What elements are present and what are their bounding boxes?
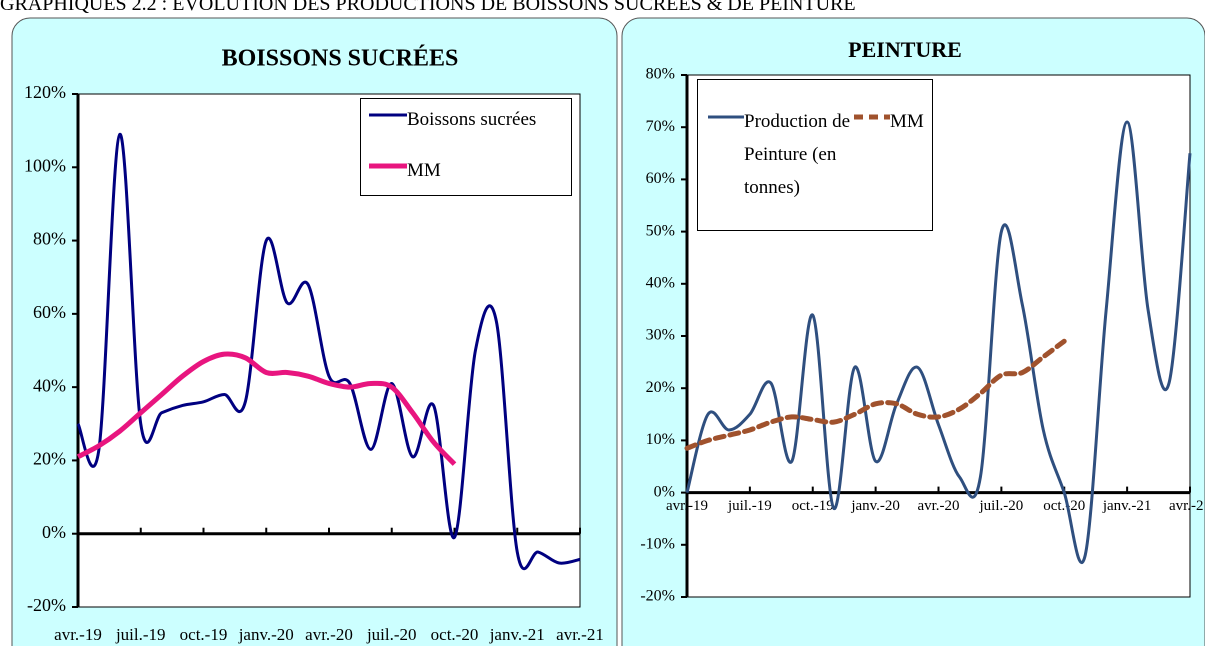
legend-item: Production de Peinture (en tonnes) (708, 105, 854, 230)
legend: Production de Peinture (en tonnes) MM (697, 79, 933, 231)
y-tick-label: -20% (27, 595, 66, 615)
chart-title: PEINTURE (848, 37, 962, 62)
y-tick-label: 20% (33, 449, 66, 469)
x-tick-label: avr.-21 (1169, 498, 1205, 514)
x-tick-label: juil.-19 (727, 498, 772, 514)
legend-swatch (854, 114, 890, 120)
y-tick-label: 60% (33, 302, 66, 322)
y-tick-label: 70% (646, 118, 675, 135)
x-tick-label: janv.-21 (1102, 498, 1152, 514)
series-line (76, 351, 457, 466)
y-tick-label: 20% (646, 379, 675, 396)
y-tick-label: 10% (646, 431, 675, 448)
legend-label: Production de Peinture (en tonnes) (744, 111, 851, 198)
legend-item: MM (854, 105, 924, 230)
x-tick-label: oct.-19 (180, 625, 228, 644)
x-tick-label: oct.-20 (431, 625, 479, 644)
y-tick-label: -20% (640, 588, 675, 605)
y-tick-label: 40% (646, 274, 675, 291)
x-tick-label: juil.-19 (115, 625, 166, 644)
y-tick-label: 50% (646, 222, 675, 239)
legend-swatch (369, 163, 407, 169)
legend: Boissons sucrées MM (360, 98, 572, 196)
y-tick-label: 100% (24, 155, 66, 175)
x-tick-label: avr.-20 (917, 498, 959, 514)
legend-label: Boissons sucrées (407, 109, 537, 130)
legend-swatch (369, 113, 407, 117)
x-tick-label: janv.-20 (850, 498, 900, 514)
chart-title: BOISSONS SUCRÉES (222, 46, 459, 72)
series-line (685, 120, 1192, 565)
y-tick-label: 120% (24, 82, 66, 102)
series-line (76, 132, 581, 571)
y-tick-label: 40% (33, 375, 66, 395)
x-tick-label: janv.-20 (238, 625, 294, 644)
x-tick-label: avr.-19 (54, 625, 102, 644)
y-tick-label: 80% (33, 229, 66, 249)
x-tick-label: avr.-20 (305, 625, 353, 644)
y-tick-label: 60% (646, 170, 675, 187)
legend-label: MM (890, 111, 924, 132)
legend-label: MM (407, 160, 441, 181)
legend-item: Boissons sucrées (369, 103, 571, 136)
x-tick-label: juil.-20 (366, 625, 417, 644)
y-tick-label: 0% (42, 522, 66, 542)
x-tick-label: oct.-19 (792, 498, 834, 514)
y-tick-label: 0% (654, 483, 675, 500)
y-tick-label: 30% (646, 327, 675, 344)
x-tick-label: oct.-20 (1043, 498, 1085, 514)
page-title: GRAPHIQUES 2.2 : EVOLUTION DES PRODUCTIO… (0, 0, 856, 15)
series-line (684, 338, 1067, 451)
legend-swatch (708, 115, 744, 119)
y-tick-label: -10% (640, 535, 675, 552)
x-tick-label: janv.-21 (489, 625, 545, 644)
x-tick-label: avr.-21 (556, 625, 604, 644)
x-tick-label: juil.-20 (979, 498, 1024, 514)
legend-item: MM (369, 154, 571, 187)
y-tick-label: 80% (646, 66, 675, 83)
x-tick-label: avr.-19 (666, 498, 708, 514)
